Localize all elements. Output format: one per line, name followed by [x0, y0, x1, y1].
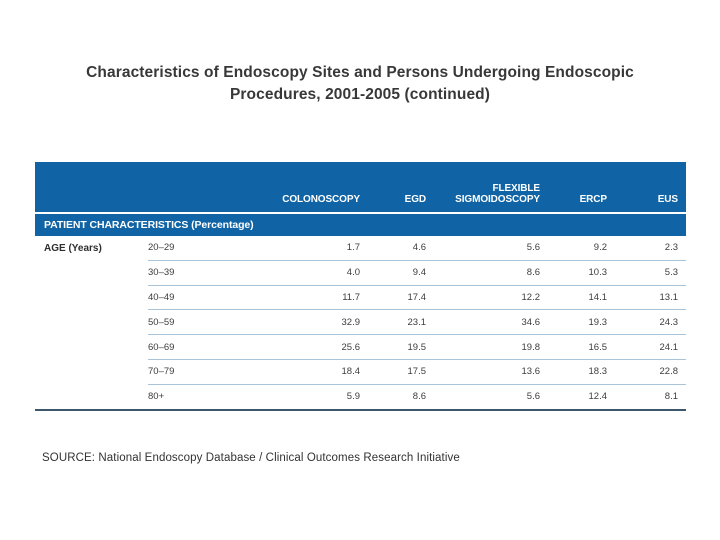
value-cell: 32.9 — [248, 309, 360, 336]
value-cell: 25.6 — [248, 334, 360, 360]
value-cell: 18.4 — [248, 359, 360, 385]
value-cell: 22.8 — [607, 359, 686, 385]
row-group-spacer — [35, 260, 148, 285]
value-cell: 24.3 — [607, 309, 686, 336]
row-group-spacer — [35, 310, 148, 335]
value-cell: 12.2 — [426, 285, 540, 311]
title-line-2: Procedures, 2001-2005 (continued) — [229, 86, 490, 103]
value-cell: 17.4 — [360, 285, 426, 311]
table-row: 50–59 32.9 23.1 34.6 19.3 24.3 — [35, 309, 686, 336]
row-group-spacer — [35, 359, 148, 384]
age-range-cell: 50–59 — [148, 309, 248, 336]
age-range-cell: 60–69 — [148, 334, 248, 360]
column-header-ercp: ERCP — [540, 162, 607, 214]
value-cell: 5.6 — [426, 236, 540, 261]
age-range-cell: 70–79 — [148, 359, 248, 385]
value-cell: 2.3 — [607, 236, 686, 261]
table-row: AGE (Years) 20–29 1.7 4.6 5.6 9.2 2.3 — [35, 236, 686, 261]
row-group-spacer — [35, 335, 148, 360]
value-cell: 17.5 — [360, 359, 426, 385]
title-line-1: Characteristics of Endoscopy Sites and P… — [86, 64, 634, 81]
value-cell: 23.1 — [360, 309, 426, 336]
column-header-colonoscopy: COLONOSCOPY — [248, 162, 360, 214]
value-cell: 19.3 — [540, 309, 607, 336]
column-header-row: COLONOSCOPY EGD FLEXIBLE SIGMOIDOSCOPY E… — [35, 162, 686, 214]
value-cell: 4.0 — [248, 260, 360, 286]
row-group-spacer — [35, 285, 148, 310]
age-range-cell: 30–39 — [148, 260, 248, 286]
row-group-spacer — [35, 384, 148, 411]
table-row: 80+ 5.9 8.6 5.6 12.4 8.1 — [35, 384, 686, 411]
value-cell: 10.3 — [540, 260, 607, 286]
header-spacer-cell — [35, 162, 248, 214]
value-cell: 24.1 — [607, 334, 686, 360]
column-header-flexible-sigmoidoscopy: FLEXIBLE SIGMOIDOSCOPY — [426, 162, 540, 214]
row-group-label: AGE (Years) — [44, 242, 102, 254]
value-cell: 19.8 — [426, 334, 540, 360]
endoscopy-characteristics-table: COLONOSCOPY EGD FLEXIBLE SIGMOIDOSCOPY E… — [35, 162, 686, 411]
value-cell: 13.1 — [607, 285, 686, 311]
value-cell: 14.1 — [540, 285, 607, 311]
value-cell: 5.3 — [607, 260, 686, 286]
value-cell: 11.7 — [248, 285, 360, 311]
value-cell: 8.6 — [360, 384, 426, 411]
table-row: 70–79 18.4 17.5 13.6 18.3 22.8 — [35, 359, 686, 385]
value-cell: 4.6 — [360, 236, 426, 261]
value-cell: 16.5 — [540, 334, 607, 360]
value-cell: 5.9 — [248, 384, 360, 411]
value-cell: 9.4 — [360, 260, 426, 286]
table-container: COLONOSCOPY EGD FLEXIBLE SIGMOIDOSCOPY E… — [35, 162, 686, 411]
age-range-cell: 40–49 — [148, 285, 248, 311]
value-cell: 13.6 — [426, 359, 540, 385]
value-cell: 5.6 — [426, 384, 540, 411]
table-row: 60–69 25.6 19.5 19.8 16.5 24.1 — [35, 334, 686, 360]
value-cell: 19.5 — [360, 334, 426, 360]
column-header-eus: EUS — [607, 162, 686, 214]
section-header-row: PATIENT CHARACTERISTICS (Percentage) — [35, 213, 686, 236]
value-cell: 8.6 — [426, 260, 540, 286]
value-cell: 8.1 — [607, 384, 686, 411]
value-cell: 1.7 — [248, 236, 360, 261]
value-cell: 34.6 — [426, 309, 540, 336]
value-cell: 18.3 — [540, 359, 607, 385]
page-title: Characteristics of Endoscopy Sites and P… — [40, 62, 680, 106]
value-cell: 12.4 — [540, 384, 607, 411]
value-cell: 9.2 — [540, 236, 607, 261]
section-header: PATIENT CHARACTERISTICS (Percentage) — [35, 213, 686, 236]
age-range-cell: 20–29 — [148, 236, 248, 261]
column-header-egd: EGD — [360, 162, 426, 214]
age-range-cell: 80+ — [148, 384, 248, 411]
table-row: 30–39 4.0 9.4 8.6 10.3 5.3 — [35, 260, 686, 286]
table-row: 40–49 11.7 17.4 12.2 14.1 13.1 — [35, 285, 686, 311]
source-note: SOURCE: National Endoscopy Database / Cl… — [42, 452, 460, 464]
